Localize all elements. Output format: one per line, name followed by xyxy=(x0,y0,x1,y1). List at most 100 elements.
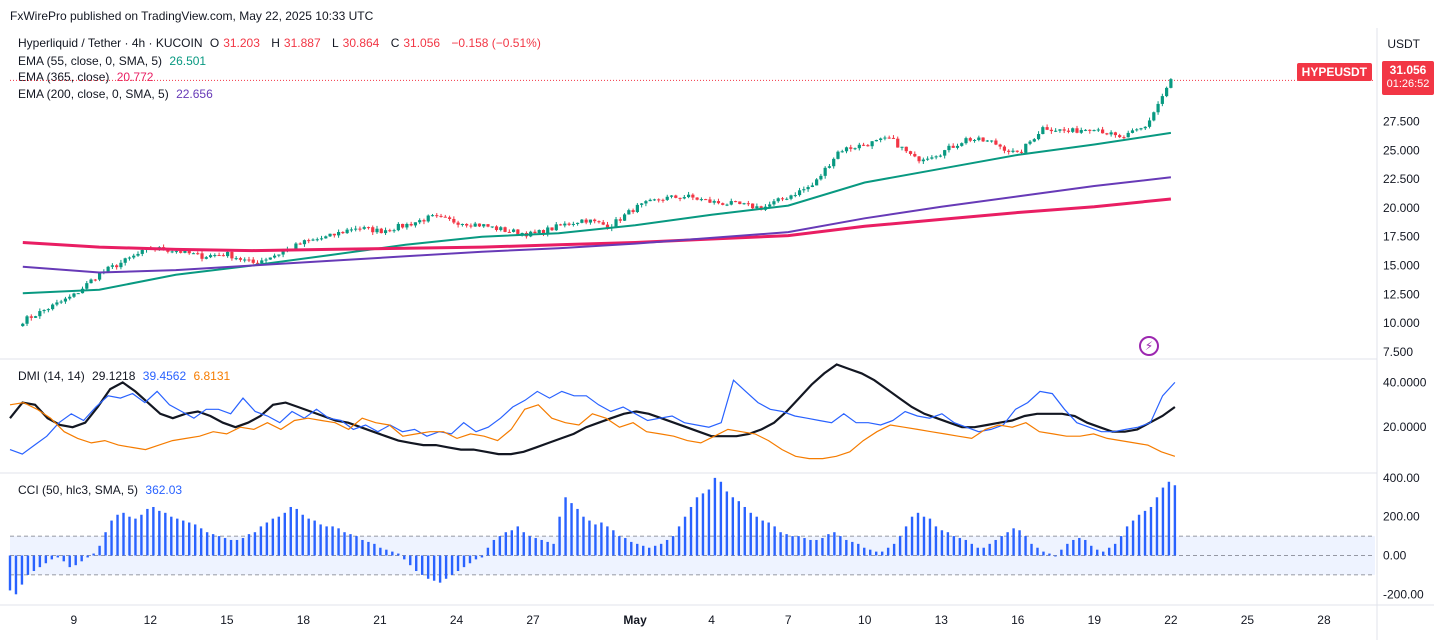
candle-body xyxy=(576,222,580,224)
candle-body xyxy=(217,255,221,257)
candle-body xyxy=(85,283,89,289)
candle-body xyxy=(985,140,989,142)
cci-bar xyxy=(576,508,579,556)
candle-body xyxy=(1054,130,1058,132)
ema55-value: 26.501 xyxy=(169,54,207,68)
candle-body xyxy=(908,151,913,154)
cci-bar xyxy=(1155,497,1159,556)
candle-body xyxy=(725,204,729,206)
cci-bar xyxy=(1000,536,1003,556)
candle-body xyxy=(738,201,742,205)
candle-body xyxy=(1139,128,1143,130)
time-tick-label: 16 xyxy=(1011,613,1025,627)
cci-bar xyxy=(904,526,908,556)
cci-bar xyxy=(98,545,101,556)
candle-body xyxy=(123,258,127,263)
cci-bar xyxy=(988,543,991,556)
cci-bar xyxy=(253,532,257,556)
candle-body xyxy=(866,145,870,147)
cci-bar xyxy=(1090,545,1093,556)
candle-body xyxy=(1045,127,1049,130)
candle-body xyxy=(1062,129,1066,131)
ema200-legend[interactable]: EMA (200, close, 0, SMA, 5) 22.656 xyxy=(18,87,217,101)
cci-bar xyxy=(68,555,71,568)
candle-body xyxy=(234,258,238,260)
time-tick-label: 12 xyxy=(144,613,158,627)
cci-bar xyxy=(313,520,316,556)
candle-body xyxy=(401,223,405,228)
candle-body xyxy=(546,227,550,234)
cci-value: 362.03 xyxy=(145,483,183,497)
cci-bar xyxy=(426,555,430,579)
candle-body xyxy=(981,137,985,142)
time-tick-label: May xyxy=(623,613,647,627)
candle-body xyxy=(396,223,400,231)
candle-body xyxy=(1088,129,1092,131)
cci-bar xyxy=(1131,520,1135,556)
cci-legend[interactable]: CCI (50, hlc3, SMA, 5) 362.03 xyxy=(18,483,186,497)
candle-body xyxy=(260,260,264,264)
time-tick-label: 19 xyxy=(1088,613,1102,627)
time-tick-label: 10 xyxy=(858,613,872,627)
candle-body xyxy=(443,216,447,218)
candle-body xyxy=(584,219,588,223)
candle-body xyxy=(405,223,409,228)
ohlc-low: L 30.864 xyxy=(331,36,380,50)
candle-body xyxy=(191,253,196,255)
cci-bar xyxy=(743,506,746,556)
candle-body xyxy=(879,138,883,140)
candle-body xyxy=(1002,146,1007,151)
dmi-line-0 xyxy=(9,363,1176,456)
cci-bar xyxy=(630,541,633,556)
lightning-icon[interactable]: ⚡ xyxy=(1139,336,1159,356)
candle-body xyxy=(972,140,977,142)
cci-bar xyxy=(910,516,914,556)
candle-body xyxy=(588,219,593,223)
candle-body xyxy=(72,293,76,297)
candle-body xyxy=(1049,129,1053,132)
cci-bar xyxy=(182,520,185,556)
candle-body xyxy=(38,311,42,317)
dmi-legend[interactable]: DMI (14, 14) 29.1218 39.4562 6.8131 xyxy=(18,369,234,383)
candle-body xyxy=(59,301,63,303)
candle-body xyxy=(439,215,443,217)
time-tick-label: 15 xyxy=(220,613,234,627)
candle-body xyxy=(255,262,260,264)
candle-body xyxy=(1152,112,1156,121)
time-tick-label: 25 xyxy=(1241,613,1255,627)
candle-body xyxy=(127,257,132,259)
candle-body xyxy=(358,228,362,230)
candle-body xyxy=(311,239,315,241)
candle-body xyxy=(230,251,234,259)
cci-bar xyxy=(791,536,794,556)
candle-body xyxy=(686,194,691,198)
currency-label[interactable]: USDT xyxy=(1387,37,1420,51)
cci-bar xyxy=(176,518,179,556)
candle-body xyxy=(533,231,537,234)
candle-body xyxy=(110,265,114,267)
candle-body xyxy=(934,156,938,158)
cci-bar xyxy=(1048,553,1051,556)
published-header: FxWirePro published on TradingView.com, … xyxy=(10,9,374,23)
candle-body xyxy=(93,279,97,281)
candle-body xyxy=(938,155,943,157)
candle-body xyxy=(371,227,375,233)
candle-body xyxy=(268,257,272,260)
cci-bar xyxy=(140,514,143,556)
cci-bar xyxy=(958,538,962,556)
cci-bar xyxy=(271,518,275,556)
cci-bar xyxy=(922,516,926,556)
candle-body xyxy=(635,204,639,213)
candle-body xyxy=(785,198,789,200)
candle-body xyxy=(627,210,631,215)
ema55-legend[interactable]: EMA (55, close, 0, SMA, 5) 26.501 xyxy=(18,54,210,68)
cci-bar xyxy=(480,555,484,558)
candle-body xyxy=(281,251,285,255)
candle-body xyxy=(712,201,716,203)
candle-body xyxy=(1071,128,1075,132)
cci-bar xyxy=(456,555,460,572)
symbol-legend[interactable]: Hyperliquid / Tether · 4h · KUCOIN O 31.2… xyxy=(18,36,545,50)
price-tick-label: 20.000 xyxy=(1383,201,1420,215)
cci-bar xyxy=(916,512,920,556)
